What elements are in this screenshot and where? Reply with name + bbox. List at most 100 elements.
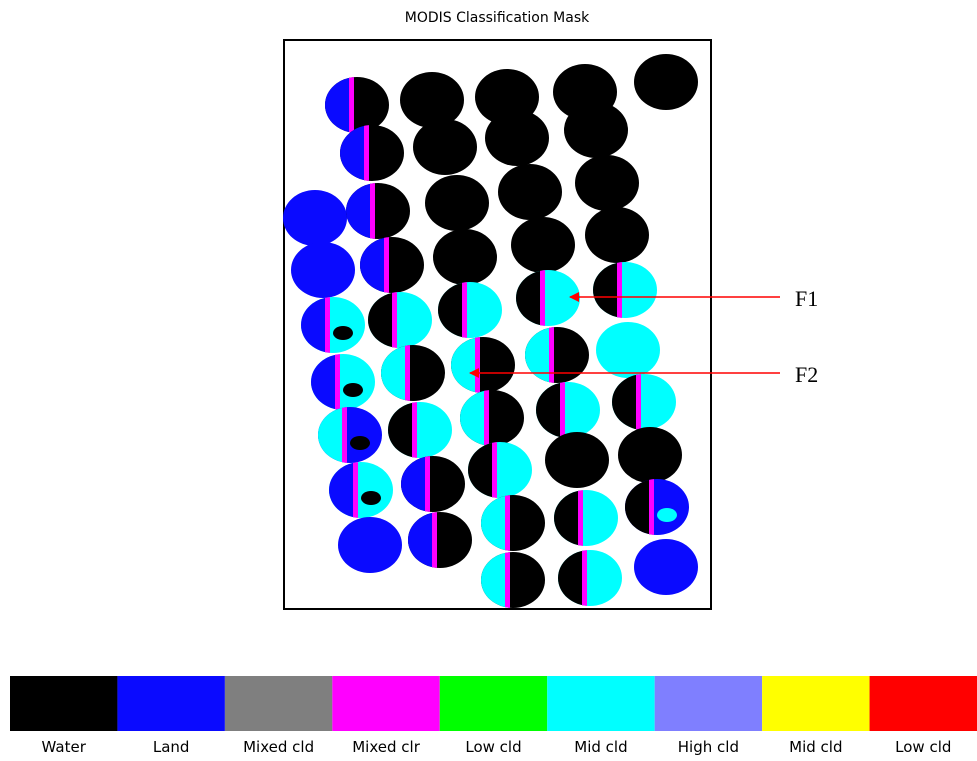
blob-part [413,374,433,388]
blob [545,432,609,488]
blob-part [484,390,489,446]
blob-part [590,579,610,593]
blob-part [349,77,354,133]
blob-part [582,550,587,606]
blob-part [625,291,645,305]
blob [329,462,393,518]
blob [408,512,472,568]
blob-part [405,345,410,401]
blob [498,164,562,220]
blob [311,354,375,410]
blob [558,550,622,606]
blob-part [617,262,622,318]
blob [401,456,465,512]
legend-label: Water [42,738,87,756]
blob [425,175,489,231]
blob-part [370,183,375,239]
blob [481,552,545,608]
legend-swatch [655,676,762,731]
legend-label: Mid cld [574,738,627,756]
legend-swatch [332,676,439,731]
blob [612,374,676,430]
legend-swatch [440,676,547,731]
blob-part [400,321,420,335]
blob-part [644,403,664,417]
blob [388,402,452,458]
blob-part [586,519,606,533]
blob [585,207,649,263]
blob [481,495,545,551]
blob-part [440,541,460,555]
legend-swatch [762,676,869,731]
blob [460,390,524,446]
blob-part [657,508,677,522]
blob-part [372,154,392,168]
blob-part [568,411,588,425]
blob [554,490,618,546]
blob [485,110,549,166]
blob [318,407,382,463]
blob [360,237,424,293]
blob-part [578,490,583,546]
blob [468,442,532,498]
blob [381,345,445,401]
blob-part [649,479,654,535]
blob [596,322,660,378]
blob-part [433,485,453,499]
blob [283,190,347,246]
blob [438,282,502,338]
blob [525,327,589,383]
blob [400,72,464,128]
blob-part [353,462,358,518]
blob-part [557,356,577,370]
blob [368,292,432,348]
blob-part [548,299,568,313]
blob [346,183,410,239]
legend-swatch [117,676,224,731]
blob [634,539,698,595]
legend-label: Land [153,738,190,756]
title: MODIS Classification Mask [405,10,590,26]
blob-part [505,552,510,608]
blob-part [492,419,512,433]
blob-part [549,327,554,383]
legend-swatch [225,676,332,731]
blob-part [492,442,497,498]
blob-part [432,512,437,568]
blob-part [392,266,412,280]
legend-label: Mixed cld [243,738,314,756]
blob [511,217,575,273]
blob-part [500,471,520,485]
blob-part [392,292,397,348]
blob [575,155,639,211]
blob-part [335,354,340,410]
figure: MODIS Classification Mask F1 F2 WaterLan… [0,0,977,761]
legend-swatch [547,676,654,731]
blob-part [636,374,641,430]
blob [625,479,689,535]
blob [433,229,497,285]
blob [301,297,365,353]
blob-part [325,297,330,353]
blob-part [513,581,533,595]
blob [536,382,600,438]
blob-part [505,495,510,551]
blob [413,119,477,175]
annotation: F1 [795,286,818,311]
blob-part [342,407,347,463]
blob [338,517,402,573]
blob-part [364,125,369,181]
legend-label: Mid cld [789,738,842,756]
blob [340,125,404,181]
blob-part [333,326,353,340]
blob [325,77,389,133]
blob-part [412,402,417,458]
blob [451,337,515,393]
blob-part [420,431,440,445]
blob [593,262,657,318]
blob-part [475,337,480,393]
legend-swatch [870,676,977,731]
legend-label: Mixed clr [352,738,420,756]
legend-label: High cld [678,738,739,756]
